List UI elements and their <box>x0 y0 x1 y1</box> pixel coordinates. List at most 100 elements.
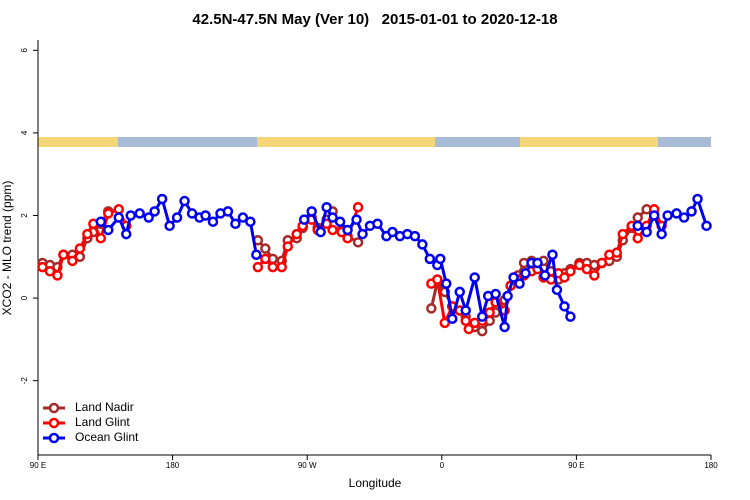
point <box>95 232 107 244</box>
point <box>334 216 346 227</box>
point <box>260 243 271 254</box>
point <box>37 261 48 273</box>
point <box>276 261 288 273</box>
point <box>502 290 513 302</box>
point <box>435 253 446 265</box>
point <box>559 301 570 312</box>
point <box>648 210 660 221</box>
point <box>291 228 302 240</box>
point <box>469 272 480 283</box>
point <box>701 220 712 232</box>
point <box>44 265 56 277</box>
point <box>596 257 608 269</box>
point <box>463 323 474 335</box>
point <box>565 265 576 277</box>
x-tick-label: 90 E <box>568 461 584 470</box>
chart-title: 42.5N-47.5N May (Ver 10) 2015-01-01 to 2… <box>192 11 557 28</box>
y-tick-label: 2 <box>20 213 29 218</box>
point <box>424 253 436 265</box>
point <box>484 307 495 318</box>
point <box>230 218 241 230</box>
x-tick-label: 0 <box>440 461 445 470</box>
point <box>692 193 703 205</box>
point <box>74 243 86 254</box>
land-band <box>257 137 435 147</box>
point <box>222 206 234 217</box>
point <box>611 247 623 258</box>
y-tick-label: 4 <box>20 130 29 135</box>
point <box>589 270 600 281</box>
x-tick-label: 180 <box>704 461 718 470</box>
land-band <box>38 137 118 147</box>
point <box>342 232 353 244</box>
point <box>514 278 525 289</box>
legend-label: Land Glint <box>75 415 130 429</box>
point <box>441 278 452 289</box>
point <box>565 311 576 322</box>
x-axis-title: Longitude <box>349 476 402 490</box>
point <box>58 249 69 260</box>
point <box>532 257 543 269</box>
point <box>267 261 279 273</box>
legend-label: Ocean Glint <box>75 430 139 444</box>
legend-swatch-point <box>48 417 60 429</box>
point <box>559 272 570 283</box>
point <box>321 201 332 213</box>
point <box>237 212 249 223</box>
point <box>662 210 673 221</box>
point <box>186 208 198 219</box>
point <box>52 270 63 281</box>
point <box>499 321 510 333</box>
point <box>164 220 175 232</box>
point <box>120 228 132 240</box>
series <box>95 193 712 333</box>
point <box>342 224 353 236</box>
point <box>574 259 585 271</box>
point <box>143 212 154 223</box>
point <box>447 313 458 324</box>
point <box>260 253 271 265</box>
point <box>149 206 160 217</box>
point <box>387 226 398 238</box>
point <box>656 228 667 240</box>
point <box>125 210 136 221</box>
x-tick-label: 90 W <box>298 461 317 470</box>
point <box>352 201 364 213</box>
point <box>134 208 145 219</box>
point <box>417 239 428 250</box>
legend-label: Land Nadir <box>75 400 134 414</box>
point <box>282 241 294 252</box>
point <box>351 214 362 225</box>
point <box>315 226 326 238</box>
land-ocean-strip <box>38 137 711 147</box>
point <box>671 208 682 219</box>
point <box>686 206 697 217</box>
point <box>409 230 421 242</box>
point <box>520 268 531 279</box>
point <box>454 286 465 298</box>
y-tick-label: -2 <box>20 377 29 385</box>
point <box>103 208 114 219</box>
point <box>82 228 93 240</box>
point <box>298 214 310 225</box>
point <box>327 212 338 223</box>
point <box>95 216 107 227</box>
point <box>432 274 443 285</box>
point <box>508 272 519 283</box>
point <box>678 212 690 223</box>
point <box>103 224 114 236</box>
land-band <box>520 137 658 147</box>
point <box>207 216 219 227</box>
y-axis-title: XCO2 - MLO trend (ppm) <box>0 181 14 316</box>
point <box>113 204 125 215</box>
point <box>179 195 190 207</box>
point <box>476 311 488 322</box>
point <box>632 212 643 223</box>
point <box>617 228 629 240</box>
point <box>547 249 558 260</box>
point <box>632 232 643 244</box>
point <box>551 284 563 296</box>
point <box>581 263 593 275</box>
point <box>439 317 451 329</box>
point <box>490 288 501 300</box>
